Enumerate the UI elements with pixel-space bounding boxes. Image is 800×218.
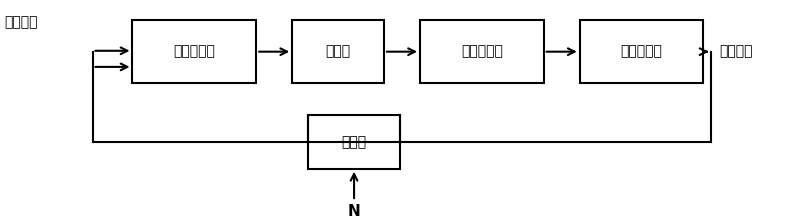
Text: 电荷泵: 电荷泵 [326, 45, 350, 59]
Text: N: N [348, 204, 361, 218]
Text: 环路滤波器: 环路滤波器 [461, 45, 502, 59]
FancyBboxPatch shape [292, 20, 384, 83]
Text: 压控振荡器: 压控振荡器 [621, 45, 662, 59]
Text: 输出频率: 输出频率 [719, 45, 753, 59]
Text: 分频器: 分频器 [342, 135, 366, 149]
FancyBboxPatch shape [308, 115, 400, 169]
FancyBboxPatch shape [420, 20, 544, 83]
FancyBboxPatch shape [580, 20, 703, 83]
Text: 参考频率: 参考频率 [5, 15, 38, 29]
FancyBboxPatch shape [133, 20, 256, 83]
Text: 鉴相鉴频器: 鉴相鉴频器 [174, 45, 215, 59]
